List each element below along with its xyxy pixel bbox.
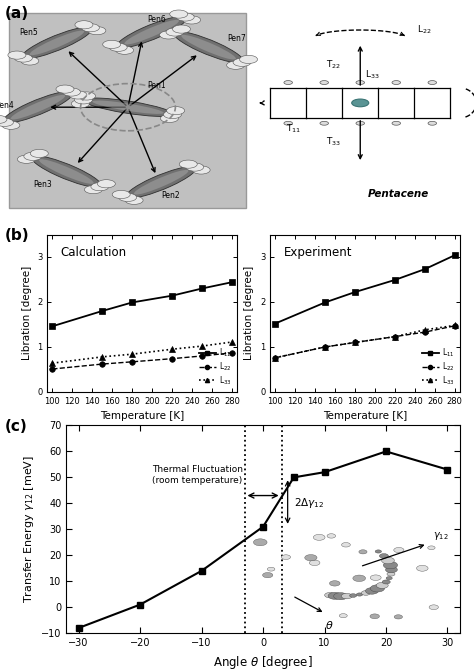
Circle shape bbox=[392, 80, 401, 84]
Circle shape bbox=[320, 121, 328, 125]
Text: Thermal Fluctuation
(room temperature): Thermal Fluctuation (room temperature) bbox=[153, 465, 244, 485]
X-axis label: Angle $\theta$ [degree]: Angle $\theta$ [degree] bbox=[213, 653, 313, 670]
Circle shape bbox=[30, 149, 48, 157]
Ellipse shape bbox=[134, 170, 189, 194]
Circle shape bbox=[176, 13, 194, 21]
Text: Calculation: Calculation bbox=[61, 245, 127, 259]
Circle shape bbox=[109, 44, 127, 52]
Y-axis label: Transfer Energy $\gamma_{12}$ [meV]: Transfer Energy $\gamma_{12}$ [meV] bbox=[22, 456, 36, 603]
Legend: L$_{11}$, L$_{22}$, L$_{33}$: L$_{11}$, L$_{22}$, L$_{33}$ bbox=[198, 345, 233, 388]
Ellipse shape bbox=[10, 95, 65, 119]
Circle shape bbox=[182, 16, 201, 24]
Text: Pen7: Pen7 bbox=[228, 34, 246, 43]
Circle shape bbox=[320, 80, 328, 84]
Circle shape bbox=[116, 46, 134, 54]
Circle shape bbox=[166, 28, 184, 36]
Circle shape bbox=[428, 80, 437, 84]
Text: Pen5: Pen5 bbox=[19, 27, 38, 37]
Circle shape bbox=[8, 51, 26, 59]
Circle shape bbox=[14, 54, 32, 62]
Text: Pen6: Pen6 bbox=[147, 15, 166, 24]
Circle shape bbox=[103, 40, 121, 48]
Text: T$_{33}$: T$_{33}$ bbox=[326, 135, 341, 148]
Circle shape bbox=[356, 121, 365, 125]
Circle shape bbox=[88, 27, 106, 35]
Text: Pen3: Pen3 bbox=[33, 180, 52, 189]
Circle shape bbox=[75, 21, 93, 29]
Circle shape bbox=[125, 196, 143, 204]
Ellipse shape bbox=[117, 17, 186, 48]
Text: Pen4: Pen4 bbox=[0, 100, 14, 110]
Circle shape bbox=[118, 194, 137, 202]
Circle shape bbox=[71, 100, 89, 108]
Text: T$_{22}$: T$_{22}$ bbox=[326, 58, 341, 70]
Circle shape bbox=[91, 183, 109, 191]
Circle shape bbox=[82, 23, 100, 31]
Circle shape bbox=[239, 56, 257, 64]
Legend: L$_{11}$, L$_{22}$, L$_{33}$: L$_{11}$, L$_{22}$, L$_{33}$ bbox=[420, 345, 456, 388]
Text: Pentacene: Pentacene bbox=[367, 190, 429, 200]
Circle shape bbox=[160, 31, 178, 39]
Text: (a): (a) bbox=[5, 7, 29, 21]
Text: Pen1: Pen1 bbox=[147, 81, 165, 90]
Circle shape bbox=[227, 61, 245, 69]
Circle shape bbox=[164, 111, 182, 119]
Text: $2\Delta\gamma_{12}$: $2\Delta\gamma_{12}$ bbox=[294, 496, 324, 511]
Circle shape bbox=[112, 190, 130, 198]
Circle shape bbox=[284, 80, 292, 84]
Ellipse shape bbox=[3, 92, 73, 123]
Circle shape bbox=[2, 121, 20, 129]
Ellipse shape bbox=[127, 167, 196, 198]
Circle shape bbox=[74, 96, 92, 104]
Ellipse shape bbox=[124, 20, 179, 44]
X-axis label: Temperature [K]: Temperature [K] bbox=[323, 411, 407, 421]
Ellipse shape bbox=[32, 156, 101, 187]
Circle shape bbox=[56, 85, 74, 93]
Circle shape bbox=[24, 152, 42, 160]
Ellipse shape bbox=[29, 31, 84, 55]
Circle shape bbox=[428, 121, 437, 125]
Circle shape bbox=[179, 160, 197, 168]
Ellipse shape bbox=[39, 159, 94, 184]
X-axis label: Temperature [K]: Temperature [K] bbox=[100, 411, 184, 421]
Ellipse shape bbox=[92, 100, 164, 114]
Circle shape bbox=[186, 163, 204, 171]
Circle shape bbox=[63, 88, 81, 96]
Text: (c): (c) bbox=[5, 419, 27, 433]
Text: L$_{22}$: L$_{22}$ bbox=[417, 23, 432, 36]
Circle shape bbox=[170, 10, 188, 18]
Circle shape bbox=[78, 92, 96, 100]
Circle shape bbox=[356, 80, 365, 84]
Circle shape bbox=[97, 180, 115, 188]
Circle shape bbox=[192, 166, 210, 174]
Circle shape bbox=[21, 57, 39, 65]
Ellipse shape bbox=[181, 35, 236, 60]
Ellipse shape bbox=[174, 31, 243, 63]
FancyBboxPatch shape bbox=[9, 13, 246, 208]
Circle shape bbox=[18, 155, 36, 163]
Circle shape bbox=[0, 119, 13, 127]
Circle shape bbox=[173, 25, 191, 33]
Circle shape bbox=[167, 107, 185, 115]
Text: T$_{11}$: T$_{11}$ bbox=[286, 122, 301, 135]
Ellipse shape bbox=[22, 27, 91, 58]
Text: L$_{33}$: L$_{33}$ bbox=[365, 69, 380, 82]
Y-axis label: Libration [degree]: Libration [degree] bbox=[245, 266, 255, 360]
Circle shape bbox=[392, 121, 401, 125]
Circle shape bbox=[0, 115, 7, 123]
Circle shape bbox=[352, 99, 369, 107]
Y-axis label: Libration [degree]: Libration [degree] bbox=[22, 266, 32, 360]
Ellipse shape bbox=[83, 98, 173, 117]
Circle shape bbox=[284, 121, 292, 125]
Circle shape bbox=[84, 186, 102, 194]
Text: (b): (b) bbox=[5, 228, 29, 243]
Circle shape bbox=[160, 115, 178, 123]
Text: Experiment: Experiment bbox=[283, 245, 352, 259]
Text: Pen2: Pen2 bbox=[161, 190, 180, 200]
Circle shape bbox=[233, 58, 251, 66]
Circle shape bbox=[69, 91, 87, 99]
